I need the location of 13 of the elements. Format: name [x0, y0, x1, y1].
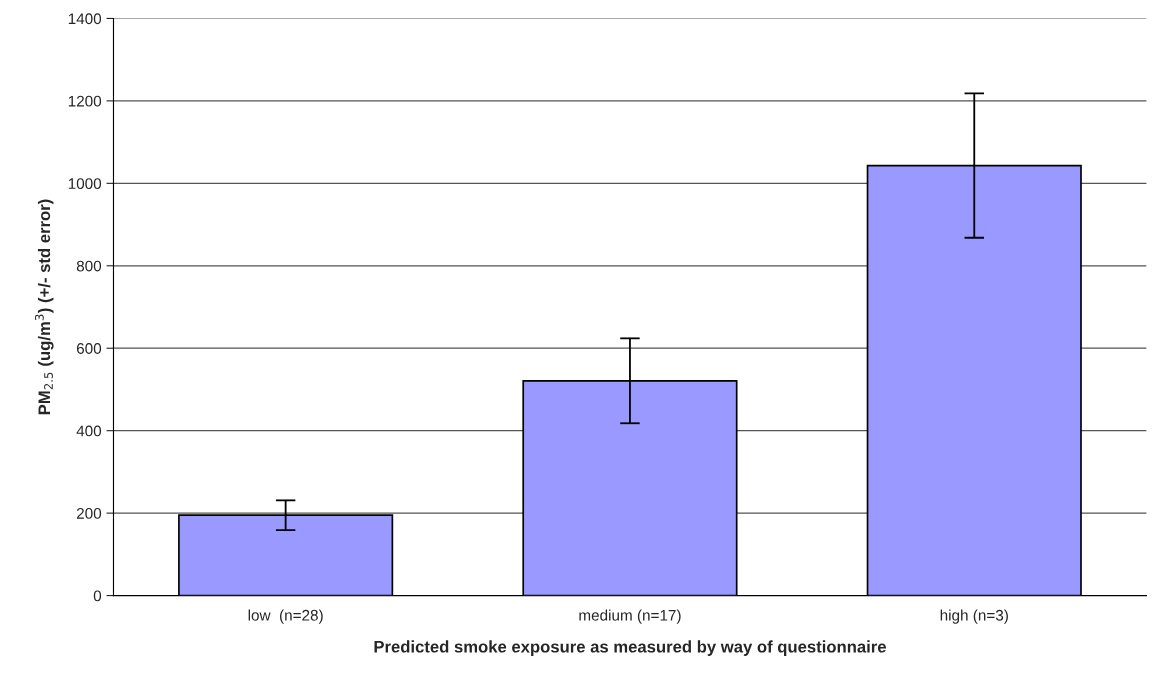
y-tick-label: 1200: [68, 95, 102, 107]
x-tick-label: low (n=28): [248, 609, 323, 624]
y-axis-title: PM$_{2.5}$ (ug/m$^{3}$) (+/- std error): [34, 199, 54, 415]
x-axis-title: Predicted smoke exposure as measured by way of questionnaire: [374, 640, 886, 656]
y-tick-label: 1000: [68, 178, 102, 190]
y-tick-label: 0: [93, 590, 102, 602]
x-tick-label: medium (n=17): [579, 609, 681, 624]
y-tick-label: 400: [76, 425, 102, 437]
y-tick-label: 600: [76, 343, 102, 354]
y-tick-label: 200: [76, 508, 102, 519]
y-tick-label: 800: [76, 260, 102, 272]
y-tick-label: 1400: [68, 13, 102, 25]
x-tick-label: high (n=3): [940, 609, 1008, 624]
